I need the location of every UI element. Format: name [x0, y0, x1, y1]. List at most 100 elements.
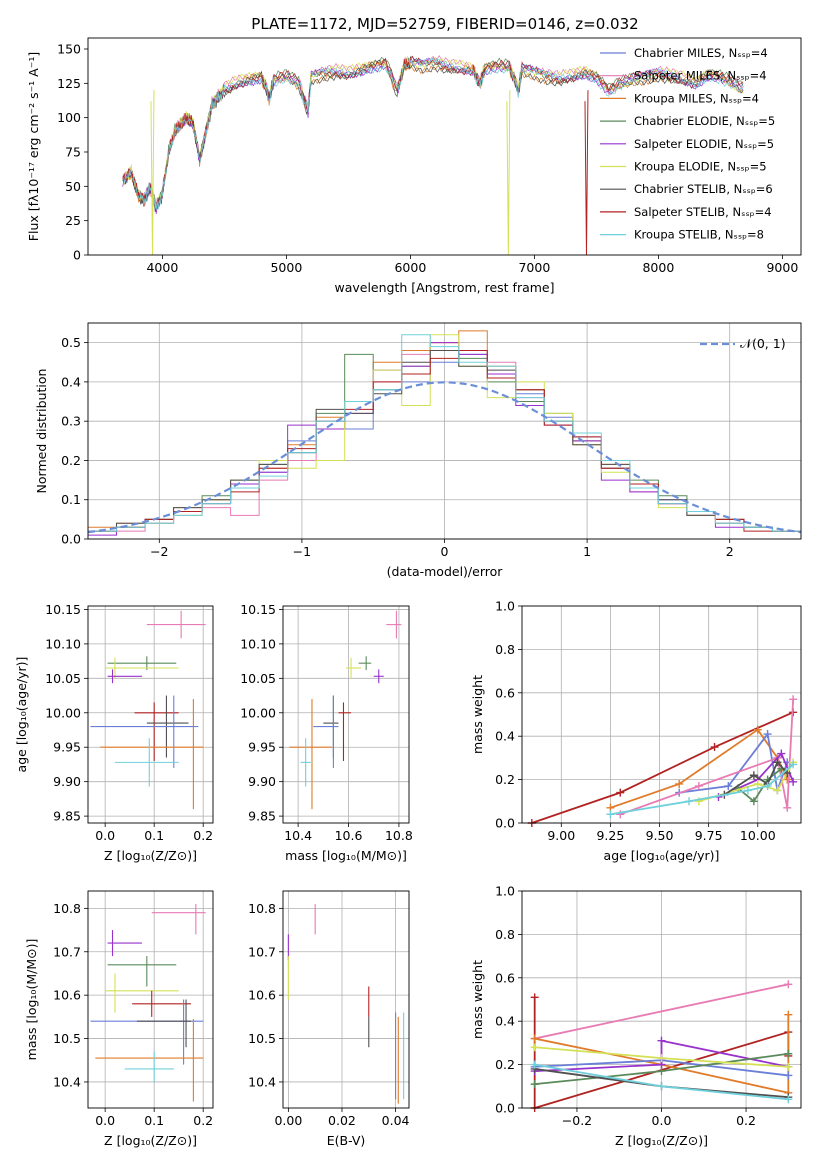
mass-weight-marker: [789, 695, 798, 704]
spectrum-dip-line: [584, 90, 589, 256]
y-tick-label: 0.1: [61, 492, 81, 507]
y-tick-label: 9.90: [248, 774, 276, 789]
x-axis-label: E(B-V): [327, 1133, 366, 1148]
y-tick-label: 10.4: [53, 1074, 81, 1089]
mass-weight-marker: [685, 797, 694, 806]
x-axis-label: Z [log₁₀(Z/Z⊙)]: [615, 1133, 708, 1148]
mass-weight-marker: [530, 993, 539, 1002]
y-tick-label: 10.7: [248, 944, 276, 959]
y-tick-label: 10.8: [53, 901, 81, 916]
x-tick-label: 9.00: [547, 828, 575, 843]
mass-weight-marker: [784, 1071, 793, 1080]
legend-label: Kroupa MILES, Nₛₛₚ=4: [634, 91, 759, 105]
x-tick-label: 0.0: [95, 828, 115, 843]
y-tick-label: 0.8: [495, 642, 515, 657]
mass-vs-extinction-panel: 0.00 0.02 0.04 10.4 10.5 10.6 10.7 10.8 E(B-V): [248, 890, 410, 1148]
y-axis-label: mass weight: [470, 675, 485, 754]
spectrum-legend: Chabrier MILES, Nₛₛₚ=4 Salpeter MILES, Nₛ…: [600, 46, 775, 242]
y-tick-label: 25: [65, 213, 81, 228]
y-tick-label: 0: [73, 248, 81, 263]
axes-frame: [521, 605, 802, 824]
y-tick-label: 10.8: [248, 901, 276, 916]
gaussian-legend-label: 𝒩(0, 1): [740, 336, 786, 351]
mass-weight-line: [737, 768, 782, 803]
legend-label: Chabrier ELODIE, Nₛₛₚ=5: [634, 114, 775, 128]
y-tick-label: 10.5: [53, 1031, 81, 1046]
legend-label: Salpeter ELODIE, Nₛₛₚ=5: [634, 137, 774, 151]
x-axis-label: mass [log₁₀(M/M⊙)]: [285, 848, 407, 863]
legend-label: Chabrier MILES, Nₛₛₚ=4: [634, 46, 768, 60]
y-tick-label: 10.15: [45, 602, 81, 617]
gaussian-curve: [87, 381, 802, 534]
mass-weight-marker: [657, 1036, 666, 1045]
legend-label: Salpeter STELIB, Nₛₛₚ=4: [634, 205, 772, 219]
y-tick-label: 0.0: [495, 816, 515, 831]
y-tick-label: 9.90: [53, 774, 81, 789]
axes-frame: [87, 37, 802, 256]
x-tick-label: 10.4: [284, 828, 312, 843]
x-tick-label: 0.2: [193, 1113, 213, 1128]
mass-weight-marker: [675, 779, 684, 788]
residual-histogram-series: [87, 334, 802, 539]
y-tick-label: 10.4: [248, 1074, 276, 1089]
x-axis-label: wavelength [Angstrom, rest frame]: [334, 280, 554, 295]
figure-title: PLATE=1172, MJD=52759, FIBERID=0146, z=0…: [251, 15, 638, 33]
y-tick-label: 0.0: [61, 532, 81, 547]
axes-frame: [282, 890, 410, 1109]
y-tick-label: 0.4: [495, 729, 515, 744]
mass-weight-marker: [530, 1043, 539, 1052]
y-tick-label: 10.05: [240, 671, 276, 686]
legend-label: Chabrier STELIB, Nₛₛₚ=6: [634, 182, 773, 196]
legend-label: Kroupa STELIB, Nₛₛₚ=8: [634, 228, 764, 242]
y-tick-label: 9.95: [53, 740, 81, 755]
spectrum-series-line: [122, 55, 744, 205]
mass-weight-line: [534, 983, 789, 1040]
x-tick-label: 7000: [518, 260, 550, 275]
y-tick-label: 0.3: [61, 414, 81, 429]
x-axis-label: (data-model)/error: [387, 564, 504, 579]
mass-weight-marker: [710, 743, 719, 752]
mass-weight-marker: [753, 725, 762, 734]
mass-weight-marker: [784, 980, 793, 989]
mass-weight-marker: [784, 1062, 793, 1071]
mass-weight-vs-metallicity-panel: −0.2 0.0 0.2 0.0 0.2 0.4 0.6 0.8 1.0 Z [log₁₀(Z/Z…: [470, 884, 802, 1148]
mass-weight-marker: [749, 771, 758, 780]
y-tick-label: 9.85: [53, 809, 81, 824]
y-axis-label: mass weight: [470, 960, 485, 1039]
mass-weight-marker: [784, 1010, 793, 1019]
x-tick-label: 9000: [766, 260, 798, 275]
mass-vs-metallicity-panel: 0.0 0.1 0.2 10.4 10.5 10.6 10.7 10.8 Z [log₁₀(Z/…: [24, 890, 214, 1148]
y-tick-label: 75: [65, 144, 81, 159]
mass-weight-marker: [530, 1060, 539, 1069]
x-tick-label: 10.6: [335, 828, 363, 843]
y-tick-label: 10.10: [240, 636, 276, 651]
axes-frame: [521, 890, 802, 1109]
mass-weight-marker: [606, 810, 615, 819]
y-tick-label: 50: [65, 179, 81, 194]
y-tick-label: 0.2: [495, 1057, 515, 1072]
residuals-panel: −2 −1 0 1 2 0.0 0.1 0.2 0.3 0.4 0.5 (data-model)/er…: [34, 322, 802, 579]
spectrum-series-line: [122, 59, 744, 210]
mass-weight-line: [619, 699, 795, 816]
mass-weight-marker: [724, 782, 733, 791]
axes-frame: [87, 322, 802, 540]
y-tick-label: 100: [57, 110, 81, 125]
x-tick-label: 0.2: [193, 828, 213, 843]
x-tick-label: 9.25: [596, 828, 624, 843]
y-tick-label: 10.7: [53, 944, 81, 959]
x-tick-label: 5000: [270, 260, 302, 275]
x-tick-label: 0.0: [652, 1113, 672, 1128]
mass-weight-marker: [763, 730, 772, 739]
axes-frame: [87, 605, 214, 824]
x-axis-label: Z [log₁₀(Z/Z⊙)]: [104, 1133, 197, 1148]
x-tick-label: 4000: [146, 260, 178, 275]
y-axis-label: age [log₁₀(age/yr)]: [14, 657, 29, 773]
mass-weight-marker: [743, 786, 752, 795]
mass-weight-marker: [657, 1082, 666, 1091]
mass-weight-line: [534, 1039, 789, 1073]
mass-weight-marker: [789, 777, 798, 786]
x-tick-label: 0.04: [382, 1113, 410, 1128]
x-tick-label: 0.1: [144, 1113, 164, 1128]
spectrum-dip-line: [506, 90, 511, 256]
y-tick-label: 150: [57, 41, 81, 56]
